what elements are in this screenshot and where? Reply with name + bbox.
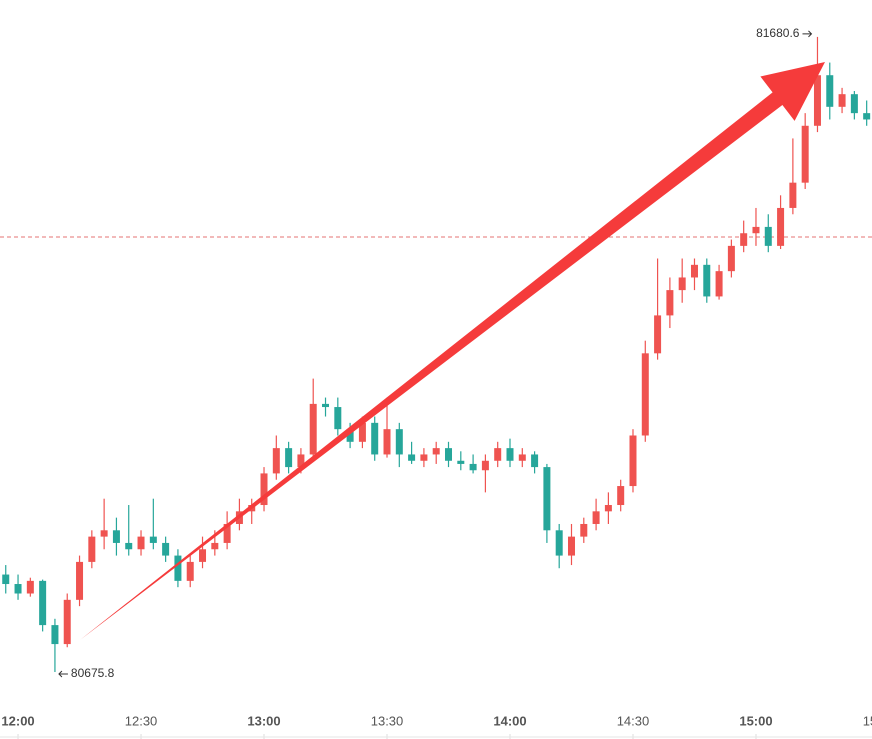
candle-body [14, 584, 22, 594]
candle-body [432, 448, 440, 455]
candle-body [801, 125, 809, 183]
candle-body [617, 486, 625, 506]
candle-body [715, 271, 723, 297]
candle-body [764, 226, 772, 246]
x-tick-label: 15:00 [739, 713, 772, 728]
candle-body [112, 530, 120, 543]
candle-body [137, 536, 145, 550]
candle-body [2, 574, 10, 585]
candle-body [826, 75, 834, 107]
candle-body [297, 454, 305, 468]
candle-body [162, 542, 170, 556]
candle-body [408, 454, 416, 461]
candle-body [346, 429, 354, 442]
candle-body [506, 448, 514, 461]
candle-body [322, 403, 330, 408]
x-tick-label: 14:30 [617, 713, 650, 728]
candle-body [199, 549, 207, 562]
candle-body [580, 523, 588, 537]
candle-body [789, 182, 797, 208]
candle-body [777, 207, 785, 246]
x-tick-label: 12:30 [125, 713, 158, 728]
candle-body [604, 505, 612, 512]
candle-body [358, 422, 366, 442]
candle-body [100, 530, 108, 537]
candle-body [592, 511, 600, 524]
candle-body [531, 454, 539, 468]
x-tick-label: 14:00 [493, 713, 526, 728]
candle-body [666, 290, 674, 316]
x-tick-label: 12:00 [1, 713, 34, 728]
candle-body [494, 448, 502, 461]
candle-body [838, 94, 846, 107]
candle-body [334, 407, 342, 430]
candle-body [211, 542, 219, 550]
candle-body [727, 245, 735, 272]
candle-body [518, 454, 526, 461]
candle-body [654, 315, 662, 354]
candle-body [309, 403, 317, 455]
low-label: 80675.8 [71, 666, 115, 680]
candle-body [543, 467, 551, 531]
high-label: 81680.6 [756, 26, 800, 40]
candle-body [567, 536, 575, 556]
x-tick-label: 13:00 [247, 713, 280, 728]
high-arrow [802, 30, 813, 38]
low-arrow [58, 670, 68, 678]
candle-body [703, 264, 711, 297]
candle-body [678, 277, 686, 291]
candle-body [481, 460, 489, 471]
candle-body [125, 542, 133, 550]
candle-body [445, 448, 453, 461]
candle-body [272, 448, 280, 474]
candle-body [223, 523, 231, 543]
candle-body [555, 530, 563, 556]
candle-body [863, 113, 871, 120]
candle-body [395, 429, 403, 455]
candle-body [420, 454, 428, 461]
candle-body [174, 555, 182, 581]
candle-body [186, 561, 194, 581]
candle-body [149, 536, 157, 543]
candle-body [457, 460, 465, 464]
candle-body [740, 233, 748, 246]
candle-body [641, 353, 649, 436]
candle-body [285, 448, 293, 468]
candle-body [63, 599, 71, 645]
x-tick-label: 13:30 [371, 713, 404, 728]
candle-body [371, 422, 379, 455]
candle-body [39, 580, 47, 626]
candle-body [51, 625, 59, 645]
candle-body [383, 429, 391, 455]
candle-body [260, 473, 268, 506]
candle-body [850, 94, 858, 114]
candle-body [752, 226, 760, 234]
candle-body [26, 580, 34, 594]
candle-body [629, 435, 637, 487]
candle-body [690, 264, 698, 278]
candle-body [76, 561, 84, 600]
candle-body [813, 75, 821, 126]
trend-arrow [80, 62, 825, 640]
x-tick-label: 15:30 [863, 713, 872, 728]
candle-body [88, 536, 96, 562]
candle-body [469, 463, 477, 471]
